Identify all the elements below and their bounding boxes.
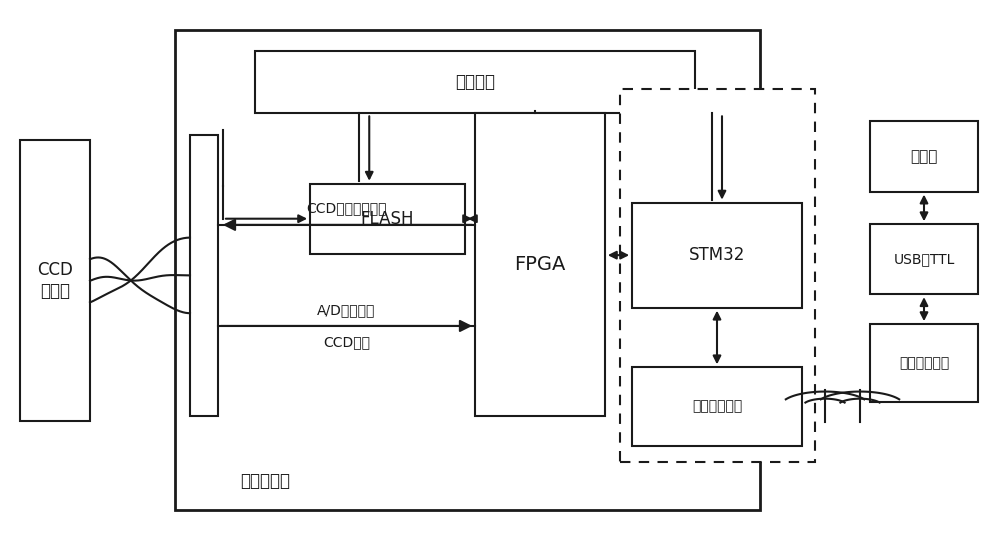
Text: CCD
辐照板: CCD 辐照板 [37, 261, 73, 300]
Bar [870, 122, 978, 192]
Text: FPGA: FPGA [514, 255, 566, 274]
Bar [620, 89, 815, 462]
Bar [255, 51, 695, 113]
Bar [870, 224, 978, 294]
Text: 无线发送单元: 无线发送单元 [899, 356, 949, 370]
Bar [310, 184, 465, 254]
Bar [190, 135, 218, 416]
Text: 信号处理板: 信号处理板 [240, 471, 290, 490]
Bar [20, 140, 90, 421]
Bar [175, 30, 760, 510]
Bar [475, 113, 605, 416]
Bar [870, 324, 978, 402]
Text: CCD输出: CCD输出 [323, 335, 370, 349]
Bar [632, 367, 802, 446]
Text: 无线发送单元: 无线发送单元 [692, 400, 742, 413]
Text: CCD驱动电路模块: CCD驱动电路模块 [306, 201, 387, 215]
Text: 电源模块: 电源模块 [455, 73, 495, 91]
Text: A/D转换模块: A/D转换模块 [317, 303, 376, 317]
Bar [632, 202, 802, 308]
Text: USB转TTL: USB转TTL [893, 252, 955, 266]
Text: FLASH: FLASH [361, 210, 414, 228]
Text: STM32: STM32 [689, 246, 745, 264]
Text: 上位机: 上位机 [910, 149, 938, 164]
